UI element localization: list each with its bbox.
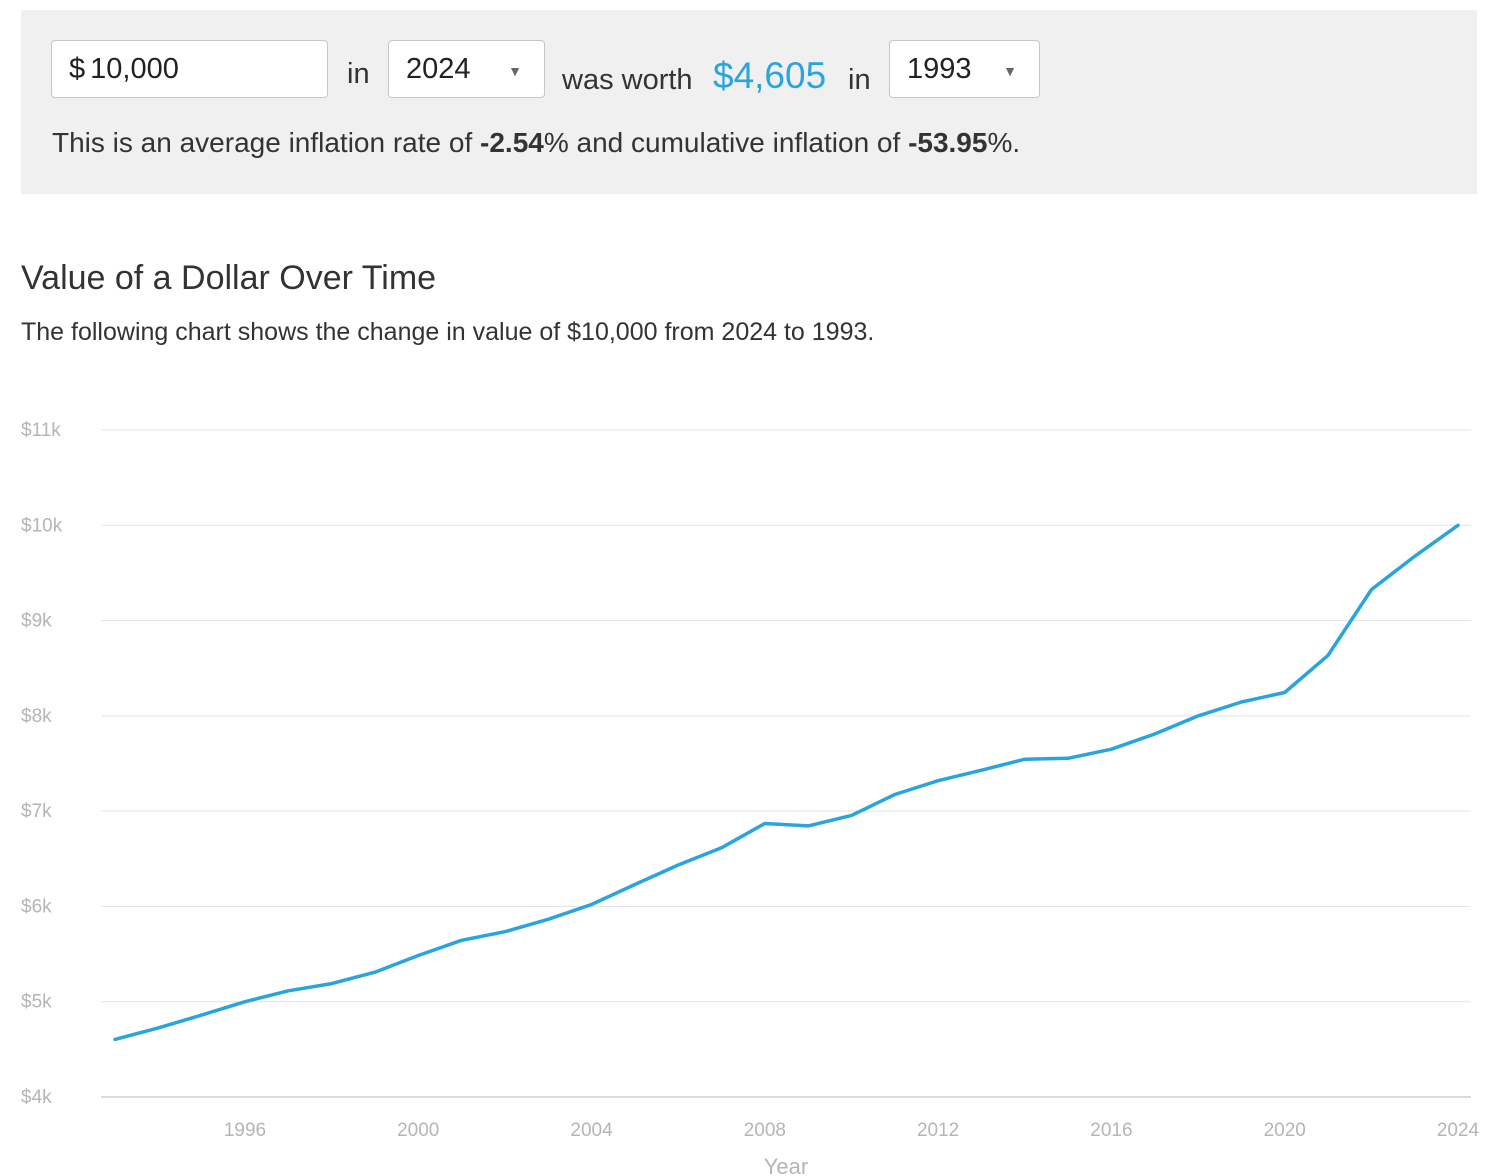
data-point[interactable]	[716, 842, 728, 854]
data-point[interactable]	[282, 985, 294, 997]
chevron-down-icon: ▼	[508, 63, 522, 79]
series-line	[113, 523, 1460, 1042]
currency-symbol: $	[69, 52, 86, 85]
data-point[interactable]	[1365, 584, 1377, 596]
data-point[interactable]	[499, 926, 511, 938]
y-tick-label: $11k	[21, 420, 61, 441]
summary-prefix: This is an average inflation rate of	[52, 127, 481, 158]
cumulative-value: -53.95	[908, 127, 988, 158]
data-point[interactable]	[239, 996, 251, 1008]
data-point[interactable]	[1322, 649, 1334, 661]
to-year-select[interactable]: 1993 ▼	[889, 40, 1040, 98]
y-tick-label: $7k	[21, 801, 52, 822]
data-point[interactable]	[1192, 710, 1204, 722]
data-point[interactable]	[672, 859, 684, 871]
average-rate-value: -2.54	[480, 127, 544, 158]
y-tick-label: $9k	[21, 611, 52, 632]
y-tick-label: $6k	[21, 896, 52, 917]
data-point[interactable]	[845, 809, 857, 821]
data-point[interactable]	[326, 978, 338, 990]
section-title: Value of a Dollar Over Time	[21, 259, 437, 297]
data-point[interactable]	[889, 788, 901, 800]
chart-series	[109, 519, 1464, 1045]
data-point[interactable]	[1279, 687, 1291, 699]
summary-middle: % and cumulative inflation of	[543, 127, 909, 158]
section-description: The following chart shows the change in …	[21, 318, 875, 346]
chart-gridlines	[101, 429, 1471, 1098]
data-point[interactable]	[975, 764, 987, 776]
from-year-select[interactable]: 2024 ▼	[388, 40, 545, 98]
dollar-value-chart: $11k $10k $9k $8k $7k $6k $5k $4k 1996 2000 2004 2…	[21, 420, 1480, 1176]
data-point[interactable]	[1105, 743, 1117, 755]
data-point[interactable]	[1149, 728, 1161, 740]
data-point[interactable]	[152, 1022, 164, 1034]
data-point[interactable]	[542, 913, 554, 925]
y-tick-label: $5k	[21, 992, 52, 1013]
inflation-summary: This is an average inflation rate of -2.…	[52, 127, 1020, 159]
x-tick-label: 1996	[224, 1120, 266, 1141]
worth-value: $4,605	[713, 55, 827, 96]
x-tick-label: 2012	[917, 1120, 959, 1141]
chevron-down-icon: ▼	[1003, 63, 1017, 79]
amount-field[interactable]: $	[51, 40, 328, 98]
data-point[interactable]	[1062, 752, 1074, 764]
calculator-panel: $ in 2024 ▼ was worth $4,605 in 1993 ▼ T…	[21, 10, 1477, 194]
data-point[interactable]	[412, 950, 424, 962]
data-point[interactable]	[196, 1009, 208, 1021]
data-point[interactable]	[1235, 696, 1247, 708]
was-worth-label: was worth	[562, 64, 693, 96]
y-tick-label: $4k	[21, 1087, 52, 1108]
data-point[interactable]	[109, 1033, 121, 1045]
y-axis-ticks: $11k $10k $9k $8k $7k $6k $5k $4k	[21, 420, 63, 1108]
data-point[interactable]	[1409, 550, 1421, 562]
x-tick-label: 2024	[1437, 1120, 1480, 1141]
x-tick-label: 2016	[1090, 1120, 1132, 1141]
data-point[interactable]	[802, 820, 814, 832]
data-point[interactable]	[759, 818, 771, 830]
amount-input[interactable]	[90, 52, 311, 86]
data-point[interactable]	[629, 879, 641, 891]
data-point[interactable]	[369, 966, 381, 978]
from-year-value: 2024	[406, 52, 471, 85]
data-point[interactable]	[586, 899, 598, 911]
data-point[interactable]	[932, 775, 944, 787]
data-point[interactable]	[456, 934, 468, 946]
x-axis-ticks: 1996 2000 2004 2008 2012 2016 2020 2024	[224, 1120, 1480, 1141]
y-tick-label: $10k	[21, 515, 63, 536]
summary-suffix: %.	[987, 127, 1021, 158]
x-tick-label: 2008	[744, 1120, 786, 1141]
data-point[interactable]	[1452, 519, 1464, 531]
y-tick-label: $8k	[21, 706, 52, 727]
x-tick-label: 2000	[397, 1120, 439, 1141]
x-tick-label: 2020	[1264, 1120, 1306, 1141]
in-label-2: in	[848, 64, 871, 96]
data-point[interactable]	[1019, 753, 1031, 765]
x-axis-title: Year	[764, 1154, 808, 1176]
to-year-value: 1993	[907, 52, 972, 85]
in-label-1: in	[347, 58, 370, 90]
x-tick-label: 2004	[570, 1120, 613, 1141]
